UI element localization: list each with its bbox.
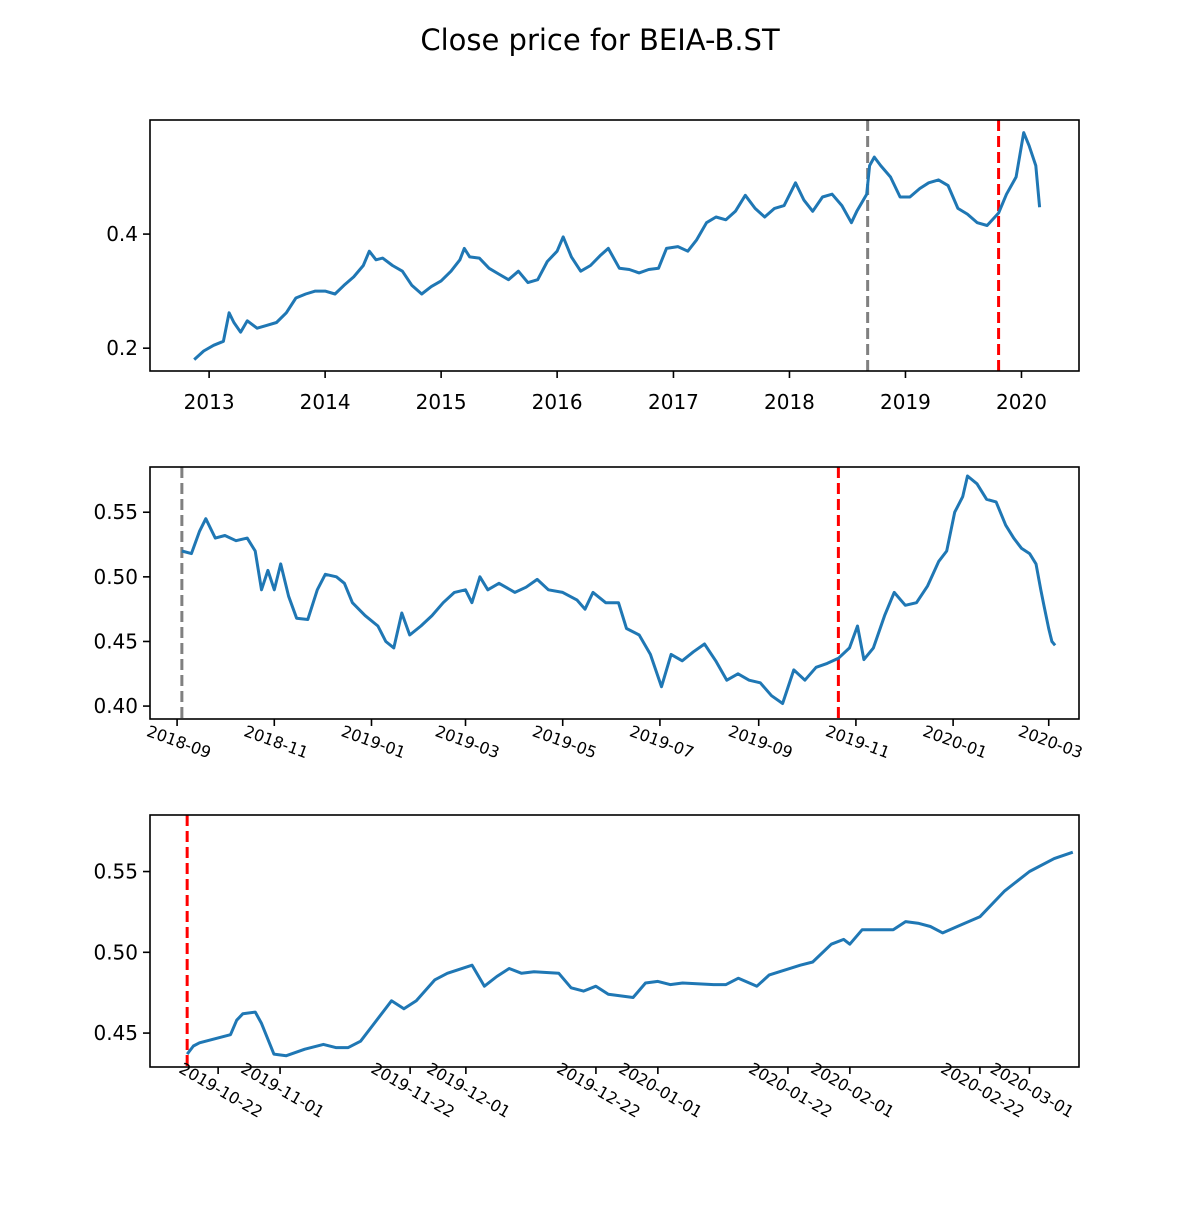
x-tick-label: 2019-07 [627,721,696,762]
y-tick-label: 0.40 [93,694,138,718]
panel-1: 0.2 0.4 2013 2014 2015 2016 2017 2018 2019 2020 [106,119,1080,414]
panel-2: 0.40 0.45 0.50 0.55 2018-09 2018-11 2019-01 201… [93,466,1085,762]
figure-title: Close price for BEIA-B.ST [420,23,780,57]
x-tick-label: 2019-11 [823,721,892,762]
y-tick-label: 0.4 [106,222,138,246]
x-tick-label: 2020 [996,390,1047,414]
series-line [193,131,1042,361]
x-tick-label: 2019-05 [530,721,599,762]
x-tick-label: 2015 [416,390,467,414]
x-tick-label: 2018-09 [144,721,213,762]
y-tick-label: 0.55 [93,860,138,884]
y-tick-label: 0.2 [106,336,138,360]
x-tick-label: 2017 [648,390,699,414]
x-tick-label: 2014 [300,390,351,414]
x-tick-label: 2019 [880,390,931,414]
x-tick-label: 2018 [764,390,815,414]
x-tick-label: 2019-09 [726,721,795,762]
x-tick-label: 2019-03 [433,721,502,762]
x-tick-label: 2013 [184,390,235,414]
x-tick-label: 2020-03 [1016,721,1085,762]
axes-frame [149,466,1080,720]
y-tick-label: 0.55 [93,500,138,524]
y-tick-label: 0.45 [93,1021,138,1045]
y-tick-label: 0.50 [93,565,138,589]
x-tick-label: 2020-01 [920,721,989,762]
axes-frame [149,814,1080,1068]
y-tick-label: 0.45 [93,629,138,653]
series-line [186,850,1074,1058]
series-line [181,474,1057,705]
x-tick-label: 2018-11 [242,721,311,762]
y-tick-label: 0.50 [93,940,138,964]
x-tick-label: 2019-01 [339,721,408,762]
axes-frame [149,119,1080,372]
x-tick-label: 2016 [532,390,583,414]
